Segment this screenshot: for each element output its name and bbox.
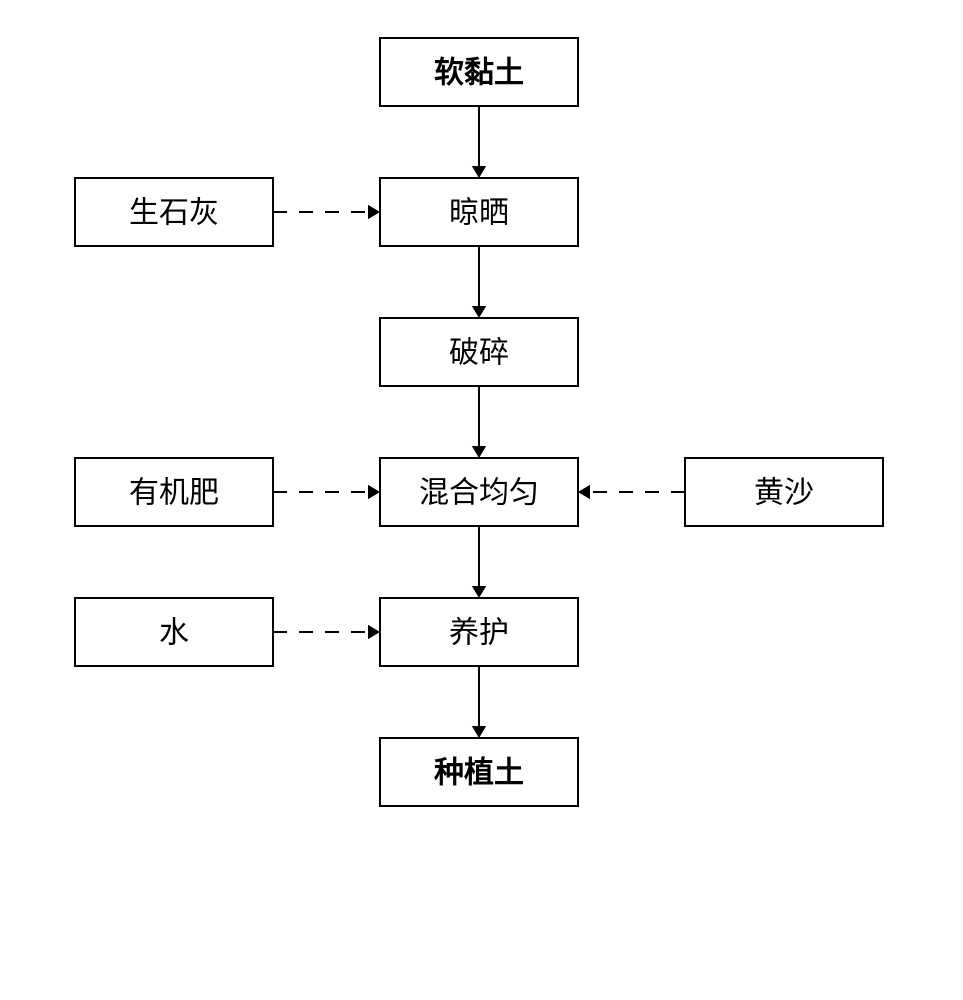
node-soft_clay: 软黏土 [380, 38, 578, 106]
node-label-sun_dry: 晾晒 [449, 197, 509, 230]
node-organic: 有机肥 [75, 458, 273, 526]
node-mix: 混合均匀 [380, 458, 578, 526]
node-label-plant_soil: 种植土 [434, 757, 524, 790]
arrowhead-sand-to-mix [578, 485, 590, 499]
node-sun_dry: 晾晒 [380, 178, 578, 246]
node-sand: 黄沙 [685, 458, 883, 526]
arrowhead-quicklime-to-sun_dry [368, 205, 380, 219]
flowchart-diagram: 软黏土生石灰 晾晒破碎有机肥 混合均匀 黄沙水 养护种植土 [0, 0, 963, 1000]
node-label-sand: 黄沙 [754, 477, 814, 510]
node-label-quicklime: 生石灰 [129, 197, 219, 230]
node-label-cure: 养护 [449, 617, 509, 650]
node-label-organic: 有机肥 [129, 477, 219, 510]
arrowhead-cure-to-plant_soil [472, 726, 486, 738]
node-cure: 养护 [380, 598, 578, 666]
arrowhead-crush-to-mix [472, 446, 486, 458]
node-label-crush: 破碎 [449, 337, 509, 370]
node-label-mix: 混合均匀 [419, 477, 539, 510]
arrowhead-mix-to-cure [472, 586, 486, 598]
node-crush: 破碎 [380, 318, 578, 386]
arrowhead-sun_dry-to-crush [472, 306, 486, 318]
arrowhead-soft_clay-to-sun_dry [472, 166, 486, 178]
node-quicklime: 生石灰 [75, 178, 273, 246]
node-water: 水 [75, 598, 273, 666]
node-plant_soil: 种植土 [380, 738, 578, 806]
node-label-soft_clay: 软黏土 [434, 57, 524, 90]
arrowhead-organic-to-mix [368, 485, 380, 499]
node-label-water: 水 [159, 617, 189, 650]
arrowhead-water-to-cure [368, 625, 380, 639]
